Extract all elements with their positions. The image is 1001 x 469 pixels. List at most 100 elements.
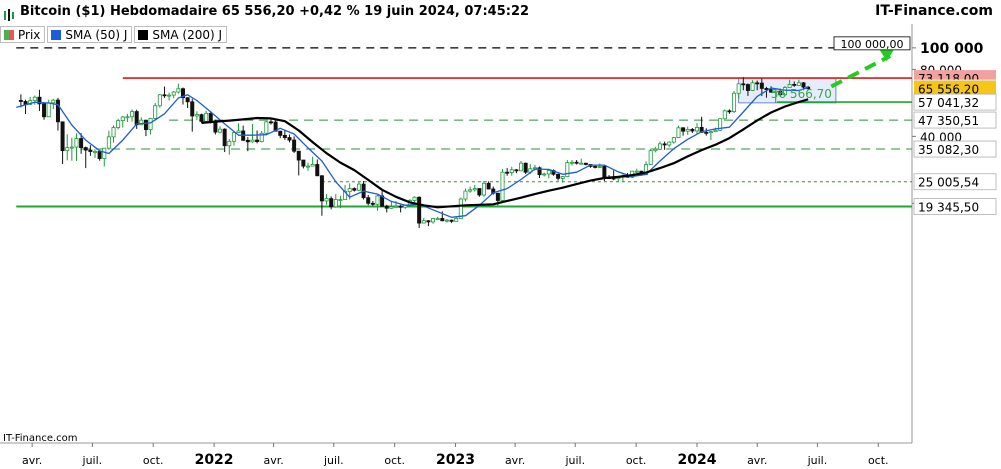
candle-body — [180, 88, 185, 99]
candle-body — [51, 99, 56, 104]
legend-item-prix[interactable]: Prix — [0, 26, 46, 43]
candlestick-menu-icon[interactable] — [4, 6, 14, 21]
candle-body — [741, 83, 746, 86]
x-tick-label: 2023 — [436, 452, 475, 468]
candle-body — [69, 146, 74, 149]
x-tick-label: oct. — [143, 454, 164, 467]
legend-label: SMA (200) J — [152, 27, 223, 42]
candle-body — [255, 139, 260, 142]
candle-body — [569, 161, 574, 164]
candle-body — [190, 101, 195, 117]
candle-body — [514, 169, 519, 172]
candle-body — [463, 190, 468, 200]
candle-body — [301, 159, 306, 167]
candle-body — [245, 139, 250, 143]
x-tick-label: 2022 — [195, 452, 234, 468]
candle-body — [690, 128, 695, 132]
candle-body — [250, 139, 255, 143]
candle-body — [278, 130, 283, 136]
candle-body — [74, 138, 79, 148]
level-badge-label: 19 345,50 — [918, 201, 979, 215]
candle-body — [167, 94, 172, 97]
candle-body — [42, 103, 47, 118]
candle-body — [185, 97, 190, 103]
candle-body — [695, 126, 700, 132]
candle-body — [537, 167, 542, 176]
candle-body — [454, 218, 459, 222]
target-arrow-shaft — [830, 54, 892, 89]
level-badge-label: 65 556,20 — [918, 83, 979, 97]
candle-body — [732, 92, 737, 112]
legend-swatch-sma50 — [51, 29, 62, 40]
candle-body — [259, 132, 264, 142]
candle-body — [65, 147, 70, 152]
x-tick-label: juil. — [807, 454, 828, 467]
level-badge — [913, 198, 997, 215]
x-tick-label: avr. — [505, 454, 525, 467]
candle-body — [597, 166, 602, 168]
candle-body — [681, 127, 686, 132]
candle-body — [292, 139, 297, 152]
candle-body — [79, 138, 84, 149]
candle-body — [579, 162, 584, 165]
candle-body — [523, 162, 528, 173]
candle-body — [509, 169, 514, 173]
candle-body — [653, 148, 658, 152]
candle-body — [306, 165, 311, 168]
chart-title: Bitcoin ($1) Hebdomadaire 65 556,20 +0,4… — [20, 4, 530, 19]
candle-body — [713, 129, 718, 133]
legend-label: Prix — [18, 27, 41, 42]
candle-body — [222, 128, 227, 147]
candle-body — [546, 170, 551, 175]
candle-body — [662, 143, 667, 146]
candle-body — [162, 94, 167, 97]
x-tick-label: juil. — [323, 454, 344, 467]
legend-item-sma50[interactable]: SMA (50) J — [47, 26, 133, 43]
candle-body — [218, 128, 223, 133]
candle-body — [764, 88, 769, 91]
candle-body — [134, 111, 139, 126]
x-tick-label: avr. — [22, 454, 42, 467]
level-badge — [913, 140, 997, 158]
candle-body — [398, 205, 403, 208]
candle-body — [296, 150, 301, 161]
candle-body — [148, 117, 153, 131]
candle-body — [143, 119, 148, 131]
candle-body — [231, 132, 236, 142]
x-tick-label: oct. — [868, 454, 889, 467]
target-badge — [833, 36, 911, 51]
candle-body — [736, 83, 741, 94]
candle-body — [194, 114, 199, 117]
legend-item-sma200[interactable]: SMA (200) J — [134, 26, 228, 43]
candle-body — [227, 140, 232, 147]
candle-body — [417, 196, 422, 224]
candle-body — [435, 218, 440, 220]
candle-body — [153, 105, 158, 119]
candle-body — [500, 171, 505, 201]
indicator-legend: Prix SMA (50) J SMA (200) J — [0, 26, 229, 43]
candle-body — [264, 121, 269, 134]
candle-body — [671, 137, 676, 143]
candle-body — [472, 188, 477, 191]
candle-body — [315, 164, 320, 177]
x-tick-label: juil. — [564, 454, 585, 467]
candle-body — [199, 114, 204, 122]
candle-body — [88, 149, 93, 152]
candle-body — [384, 205, 389, 209]
candle-body — [389, 206, 394, 209]
candle-body — [120, 116, 125, 121]
candle-body — [268, 121, 273, 124]
candle-body — [759, 82, 764, 89]
candle-body — [481, 182, 486, 196]
candle-body — [449, 219, 454, 222]
candle-body — [55, 99, 60, 123]
candle-body — [421, 220, 426, 224]
x-tick-label: juil. — [82, 454, 103, 467]
candle-body — [37, 96, 42, 105]
candle-body — [393, 205, 398, 208]
candle-body — [106, 136, 111, 149]
candle-body — [319, 175, 324, 202]
candle-body — [139, 119, 144, 126]
sma200-line — [201, 98, 809, 209]
candle-body — [718, 118, 723, 131]
